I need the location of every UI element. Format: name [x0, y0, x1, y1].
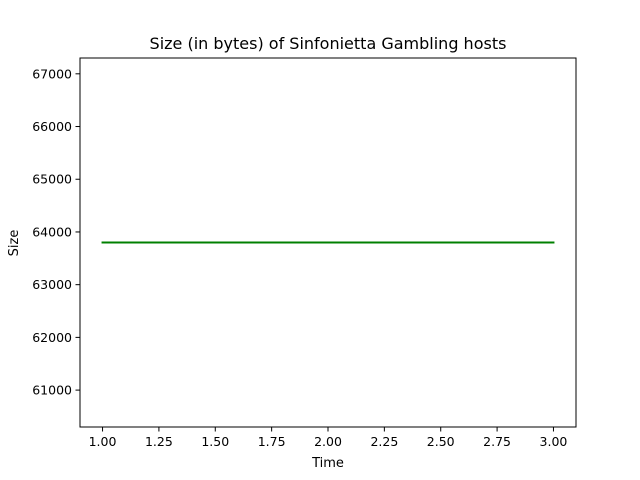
y-tick-label: 65000 [32, 172, 72, 187]
x-axis-label: Time [311, 456, 344, 471]
x-axis-ticks: 1.00 1.25 1.50 1.75 2.00 2.25 2.50 2.75 3.00 [89, 427, 568, 449]
plot-frame [79, 57, 577, 428]
y-tick-label: 62000 [32, 330, 72, 345]
y-tick-label: 63000 [32, 277, 72, 292]
x-tick-label: 3.00 [540, 434, 568, 449]
y-tick-label: 64000 [32, 224, 72, 239]
y-tick-label: 61000 [32, 383, 72, 398]
y-tick-label: 66000 [32, 119, 72, 134]
y-axis-label: Size [7, 230, 22, 257]
x-tick-label: 1.25 [145, 434, 173, 449]
y-tick-label: 67000 [32, 66, 72, 81]
x-tick-label: 1.75 [258, 434, 286, 449]
chart-title: Size (in bytes) of Sinfonietta Gambling … [150, 34, 507, 53]
y-axis-ticks: 61000 62000 63000 64000 65000 66000 67000 [32, 66, 80, 398]
x-tick-label: 1.50 [201, 434, 229, 449]
x-tick-label: 2.25 [370, 434, 398, 449]
x-tick-label: 2.75 [483, 434, 511, 449]
x-tick-label: 2.50 [427, 434, 455, 449]
x-tick-label: 1.00 [89, 434, 117, 449]
x-tick-label: 2.00 [314, 434, 342, 449]
